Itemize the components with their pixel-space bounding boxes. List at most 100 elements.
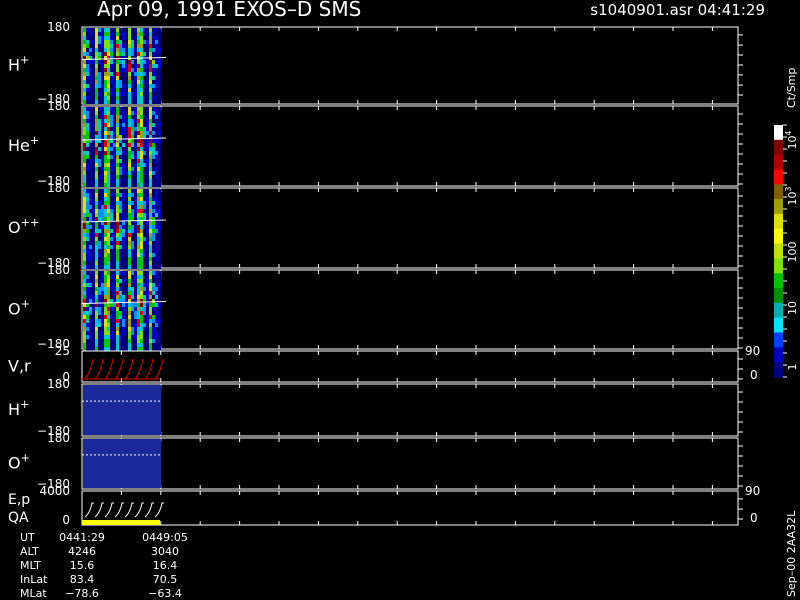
spectrogram-cell (95, 72, 98, 76)
spectrogram-cell (101, 283, 104, 287)
spectrogram-cell (122, 295, 125, 299)
spectrogram-cell (140, 167, 143, 171)
spectrogram-cell (107, 201, 110, 205)
spectrogram-cell (98, 201, 101, 205)
spectrogram-cell (116, 88, 119, 92)
spectrogram-cell (152, 48, 155, 52)
spectrogram-cell (101, 72, 104, 76)
spectrogram-cell (128, 339, 131, 343)
spectrogram-cell (98, 331, 101, 335)
spectrogram-cell (158, 88, 161, 92)
spectrogram-cell (143, 72, 146, 76)
spectrogram-cell (140, 271, 143, 275)
panel-label: H+ (8, 53, 29, 74)
spectrogram-cell (89, 52, 92, 56)
spectrogram-cell (134, 245, 137, 249)
spectrogram-cell (158, 197, 161, 201)
spectrogram-cell (89, 163, 92, 167)
spectrogram-cell (131, 339, 134, 343)
spectrogram-cell (131, 271, 134, 275)
spectrogram-cell (89, 92, 92, 96)
spectrogram-cell (92, 249, 95, 253)
spectrogram-cell (116, 275, 119, 279)
spectrogram-cell (131, 303, 134, 307)
spectrogram-cell (83, 233, 86, 237)
spectrogram-cell (155, 48, 158, 52)
spectrogram-cell (89, 119, 92, 123)
spectrogram-cell (83, 40, 86, 44)
spectrogram-cell (155, 307, 158, 311)
spectrogram-cell (143, 261, 146, 265)
spectrogram-cell (143, 100, 146, 104)
spectrogram-cell (146, 237, 149, 241)
spectrogram-cell (89, 76, 92, 80)
spectrogram-cell (95, 48, 98, 52)
y-tick-label: 4000 (39, 484, 70, 498)
colorbar-label-base: 10 (786, 135, 799, 149)
spectrogram-cell (155, 245, 158, 249)
spectrogram-cell (152, 175, 155, 179)
spectrogram-cell (125, 311, 128, 315)
spectrogram-cell (119, 32, 122, 36)
y-tick-label: −180 (37, 174, 70, 188)
spectrogram-cell (92, 131, 95, 135)
spectrogram-cell (92, 36, 95, 40)
spectrogram-cell (89, 323, 92, 327)
spectrogram-cell (89, 143, 92, 147)
spectrogram-cell (134, 291, 137, 295)
spectrogram-cell (155, 327, 158, 331)
spectrogram-cell (152, 107, 155, 111)
spectrogram-cell (137, 40, 140, 44)
spectrogram-cell (101, 28, 104, 32)
spectrogram-cell (134, 265, 137, 269)
spectrogram-cell (98, 217, 101, 221)
spectrogram-cell (98, 111, 101, 115)
spectrogram-cell (128, 151, 131, 155)
spectrogram-cell (104, 339, 107, 343)
spectrogram-cell (101, 96, 104, 100)
spectrogram-cell (149, 233, 152, 237)
spectrogram-cell (107, 275, 110, 279)
spectrogram-cell (101, 64, 104, 68)
spectrogram-cell (158, 84, 161, 88)
spectrogram-cell (140, 32, 143, 36)
spectrogram-cell (107, 287, 110, 291)
spectrogram-cell (131, 88, 134, 92)
spectrogram-cell (113, 221, 116, 225)
spectrogram-cell (131, 72, 134, 76)
spectrogram-cell (152, 319, 155, 323)
spectrogram-cell (128, 307, 131, 311)
spectrogram-cell (86, 52, 89, 56)
spectrogram-cell (149, 209, 152, 213)
spectrogram-cell (158, 44, 161, 48)
spectrogram-cell (104, 261, 107, 265)
spectrogram-cell (137, 233, 140, 237)
spectrogram-cell (95, 249, 98, 253)
spectrogram-cell (95, 347, 98, 351)
spectrogram-cell (83, 159, 86, 163)
spectrogram-cell (92, 265, 95, 269)
spectrogram-cell (83, 179, 86, 183)
spectrogram-cell (89, 189, 92, 193)
spectrogram-cell (89, 123, 92, 127)
spectrogram-cell (86, 279, 89, 283)
trace (154, 502, 164, 518)
spectrogram-cell (131, 135, 134, 139)
spectrogram-cell (122, 131, 125, 135)
spectrogram-cell (101, 155, 104, 159)
spectrogram-cell (110, 189, 113, 193)
spectrogram-cell (86, 205, 89, 209)
spectrogram-cell (119, 159, 122, 163)
spectrogram-cell (104, 233, 107, 237)
spectrogram-cell (119, 287, 122, 291)
spectrogram-cell (110, 291, 113, 295)
spectrogram-cell (86, 265, 89, 269)
spectrogram-cell (98, 343, 101, 347)
spectrogram-cell (98, 347, 101, 351)
spectrogram-cell (113, 183, 116, 187)
spectrogram-cell (146, 127, 149, 131)
spectrogram-cell (131, 311, 134, 315)
spectrogram-cell (143, 343, 146, 347)
spectrogram-cell (95, 143, 98, 147)
spectrogram-cell (119, 271, 122, 275)
